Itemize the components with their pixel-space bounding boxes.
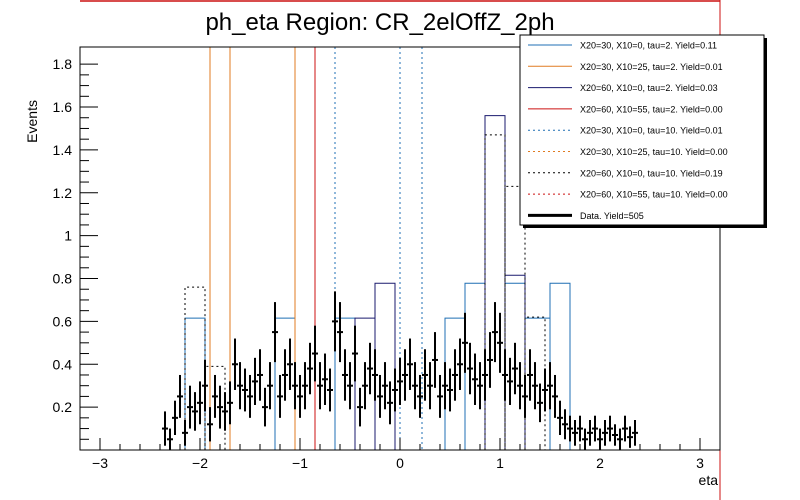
axes: −3 −2 −1 0 1 2 3 0.2 0.4 0.6 0.8 1 1.2 1.4 1.6 1.8 [53, 46, 721, 471]
x-tick-label: 3 [696, 455, 704, 471]
histogram-bin [184, 286, 206, 450]
x-tick-label: 2 [596, 455, 604, 471]
plot-area [162, 47, 638, 450]
chart-title: ph_eta Region: CR_2elOffZ_2ph [205, 9, 554, 36]
x-tick-label: 1 [496, 455, 504, 471]
legend: X20=30, X10=0, tau=2. Yield=0.11 X20=30, … [519, 34, 767, 228]
x-tick-label: 0 [396, 455, 404, 471]
y-tick-label: 0.2 [53, 399, 73, 415]
x-axis-title: eta [699, 472, 719, 488]
legend-entry: Data. Yield=505 [580, 211, 644, 221]
histogram-bin [484, 134, 506, 450]
legend-entry: X20=60, X10=55, tau=10. Yield=0.00 [580, 190, 728, 200]
legend-entry: X20=30, X10=0, tau=10. Yield=0.01 [580, 126, 723, 136]
y-tick-label: 0.8 [53, 271, 73, 287]
y-axis-title: Events [24, 100, 40, 143]
y-tick-label: 1.6 [53, 99, 73, 115]
legend-entry: X20=60, X10=55, tau=2. Yield=0.00 [580, 104, 723, 114]
series-8 [162, 291, 638, 450]
y-tick-label: 0.6 [53, 313, 73, 329]
x-tick-label: −2 [192, 455, 208, 471]
x-tick-label: −3 [92, 455, 108, 471]
x-tick-label: −1 [292, 455, 308, 471]
legend-entry: X20=60, X10=0, tau=10. Yield=0.19 [580, 168, 723, 178]
y-tick-label: 0.4 [53, 356, 73, 372]
legend-entry: X20=30, X10=25, tau=2. Yield=0.01 [580, 62, 723, 72]
y-tick-label: 1.2 [53, 185, 73, 201]
legend-entry: X20=60, X10=0, tau=2. Yield=0.03 [580, 83, 718, 93]
y-tick-label: 1.4 [53, 142, 73, 158]
y-tick-label: 1 [64, 228, 72, 244]
y-tick-label: 1.8 [53, 56, 73, 72]
legend-entry: X20=30, X10=25, tau=10. Yield=0.00 [580, 147, 728, 157]
legend-entry: X20=30, X10=0, tau=2. Yield=0.11 [580, 41, 717, 51]
